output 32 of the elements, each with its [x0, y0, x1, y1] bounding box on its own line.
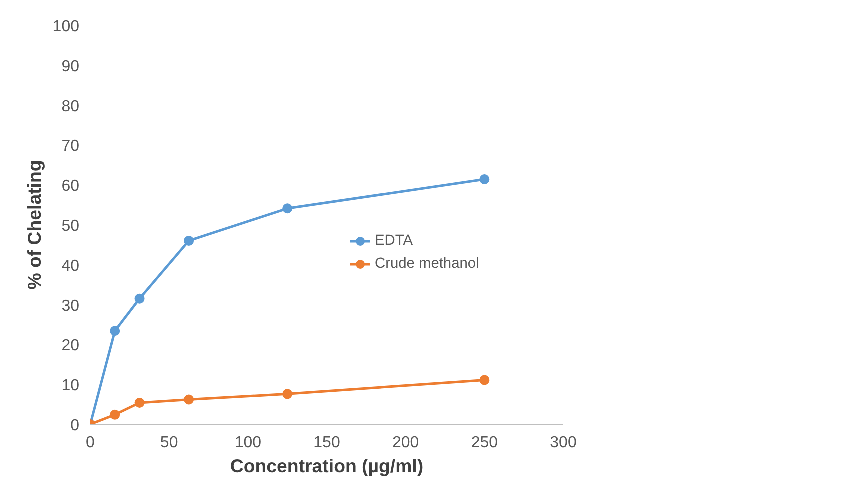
x-tick-label: 200 [392, 434, 420, 452]
y-tick-label: 80 [62, 98, 80, 116]
y-tick-label: 0 [70, 418, 80, 434]
x-axis-title: Concentration (µg/ml) [230, 456, 424, 476]
point [134, 398, 145, 408]
point [282, 389, 293, 400]
legend-label: EDTA [375, 233, 414, 249]
point [184, 236, 194, 246]
y-tick-label: 60 [62, 178, 80, 196]
point [110, 326, 120, 336]
point [480, 375, 490, 386]
y-tick-label: 20 [62, 338, 80, 355]
y-tick-label: 100 [52, 18, 80, 36]
y-tick-label: 10 [62, 378, 80, 395]
x-tick-label: 300 [550, 434, 577, 452]
point [134, 294, 145, 304]
point [480, 174, 490, 185]
y-tick-label: 70 [62, 138, 80, 156]
point [110, 410, 120, 420]
y-tick-label: 90 [62, 58, 80, 76]
point [282, 204, 293, 214]
y-tick-label: 50 [62, 218, 80, 235]
y-tick-label: 40 [62, 258, 80, 275]
x-tick-label: 150 [314, 434, 340, 452]
x-tick-label: 100 [234, 434, 262, 452]
x-tick-label: 50 [160, 434, 178, 452]
point [184, 394, 194, 405]
x-tick-label: 250 [471, 434, 498, 452]
y-tick-label: 30 [62, 298, 80, 315]
y-axis-title: % of Chelating [24, 160, 45, 290]
x-tick-label: 0 [86, 434, 96, 452]
legend-label: Crude methanol [375, 256, 480, 272]
